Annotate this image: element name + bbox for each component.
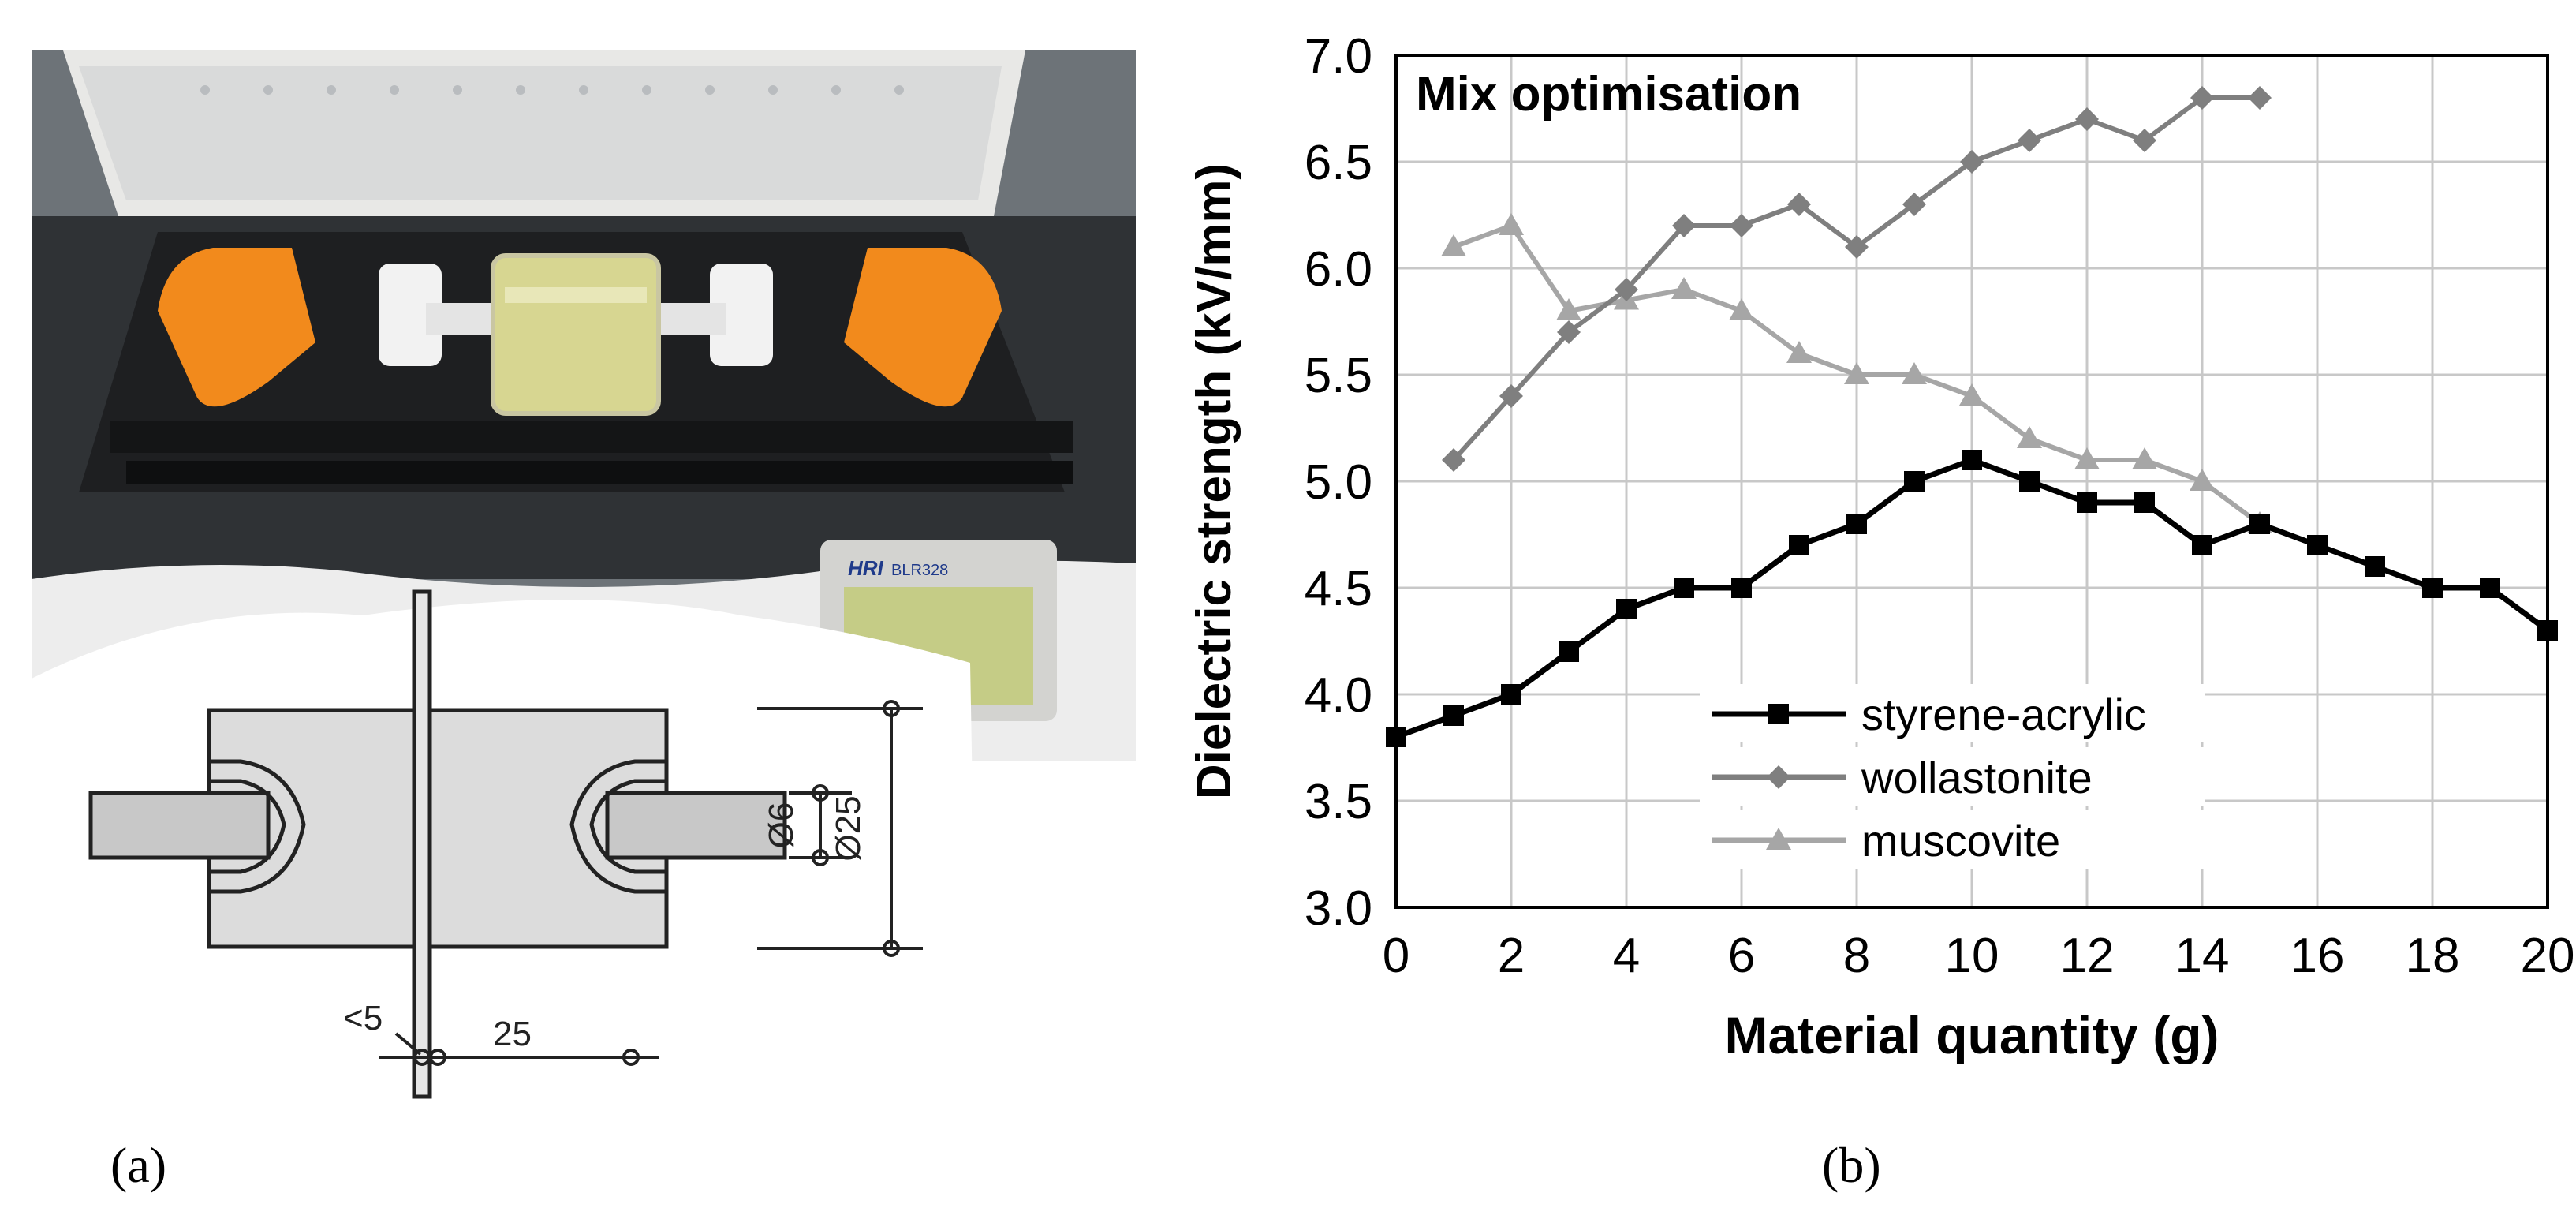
y-tick-label: 6.5 (1305, 136, 1372, 190)
data-point-styrene-acrylic (1386, 727, 1406, 747)
plot-frame (1394, 54, 2549, 909)
outer-diameter-label: Ø25 (829, 795, 868, 861)
data-point-muscovite (1729, 298, 1754, 320)
data-point-wollastonite (2133, 129, 2156, 152)
data-point-muscovite (1902, 362, 1927, 384)
legend-marker-wollastonite (1767, 765, 1790, 789)
data-point-styrene-acrylic (1616, 599, 1637, 619)
y-tick-label: 6.0 (1305, 242, 1372, 297)
data-point-muscovite (2074, 447, 2100, 469)
data-point-wollastonite (2075, 107, 2099, 131)
data-point-wollastonite (1615, 278, 1638, 301)
data-point-wollastonite (1787, 193, 1811, 216)
data-point-styrene-acrylic (2537, 620, 2558, 641)
x-tick-label: 6 (1728, 929, 1755, 983)
data-point-styrene-acrylic (1674, 578, 1694, 598)
series-styrene-acrylic (1386, 450, 2558, 747)
y-tick-label: 3.5 (1305, 775, 1372, 829)
data-point-styrene-acrylic (1962, 450, 1982, 470)
series-layer (1386, 86, 2558, 747)
y-tick-label: 5.0 (1305, 455, 1372, 510)
data-point-wollastonite (2248, 86, 2272, 110)
x-tick-label: 8 (1843, 929, 1870, 983)
device-brand: HRI (848, 556, 884, 580)
panel-b-label: (b) (1822, 1137, 1881, 1193)
x-tick-label: 0 (1383, 929, 1409, 983)
data-point-muscovite (1844, 362, 1869, 384)
right-electrode (605, 791, 787, 860)
electrode-cell-diagram: Ø6 Ø25 <5 25 (32, 589, 978, 1105)
data-point-styrene-acrylic (2019, 471, 2040, 492)
data-point-muscovite (2132, 447, 2157, 469)
data-point-muscovite (2190, 469, 2215, 491)
gap-label: <5 (343, 999, 383, 1038)
data-point-wollastonite (1730, 214, 1753, 237)
x-tick-label: 2 (1498, 929, 1525, 983)
x-tick-label: 12 (2060, 929, 2115, 983)
legend-marker-muscovite (1766, 828, 1791, 850)
probe-rod (412, 589, 432, 1099)
device-model: BLR328 (891, 562, 948, 579)
data-point-wollastonite (1672, 214, 1696, 237)
x-tick-label: 20 (2521, 929, 2575, 983)
tick-labels: 0 2 4 6 8 10 12 14 16 18 20 3.0 3.5 4.0 4.5 5.0 5.5 6.0 6.… (1305, 29, 2575, 983)
data-point-styrene-acrylic (1846, 514, 1867, 534)
x-axis-label: Material quantity (g) (1724, 1006, 2219, 1064)
cell-body (207, 708, 669, 949)
left-electrode (88, 791, 271, 860)
x-tick-label: 18 (2406, 929, 2460, 983)
x-tick-label: 16 (2290, 929, 2345, 983)
panel-a-label: (a) (110, 1137, 167, 1193)
y-tick-label: 5.5 (1305, 349, 1372, 403)
data-point-styrene-acrylic (1443, 705, 1464, 726)
y-tick-label: 4.5 (1305, 562, 1372, 616)
legend-label-wollastonite: wollastonite (1861, 753, 2093, 802)
legend-label-styrene-acrylic: styrene-acrylic (1861, 690, 2146, 739)
data-point-wollastonite (1845, 235, 1869, 259)
dielectric-strength-chart: 0 2 4 6 8 10 12 14 16 18 20 3.0 3.5 4.0 4.5 5.0 5.5 6.0 6.… (1187, 29, 2575, 1064)
test-cell-photo: HRI BLR328 (32, 50, 1136, 761)
inner-diameter-label: Ø6 (762, 802, 801, 849)
data-point-styrene-acrylic (2480, 578, 2500, 598)
data-point-muscovite (1441, 234, 1466, 256)
x-tick-label: 14 (2175, 929, 2230, 983)
series-wollastonite (1442, 86, 2272, 472)
data-point-wollastonite (1499, 384, 1523, 408)
data-point-styrene-acrylic (2077, 492, 2097, 513)
data-point-styrene-acrylic (2365, 556, 2385, 577)
data-point-styrene-acrylic (1501, 684, 1521, 705)
data-point-muscovite (1671, 277, 1697, 299)
legend-label-muscovite: muscovite (1861, 816, 2060, 866)
data-point-styrene-acrylic (2422, 578, 2443, 598)
data-point-muscovite (1959, 383, 1984, 406)
data-point-wollastonite (2018, 129, 2041, 152)
legend-marker-styrene-acrylic (1768, 704, 1789, 724)
chart-title: Mix optimisation (1416, 67, 1801, 122)
data-point-wollastonite (1902, 193, 1926, 216)
data-point-wollastonite (1442, 448, 1465, 472)
spacing-label: 25 (493, 1015, 532, 1053)
x-tick-label: 10 (1945, 929, 1999, 983)
data-point-styrene-acrylic (1731, 578, 1752, 598)
data-point-styrene-acrylic (1559, 641, 1579, 662)
data-point-wollastonite (2190, 86, 2214, 110)
data-point-wollastonite (1960, 150, 1984, 174)
data-point-styrene-acrylic (2134, 492, 2155, 513)
data-point-styrene-acrylic (2307, 535, 2328, 555)
data-point-muscovite (1556, 298, 1581, 320)
data-point-styrene-acrylic (1904, 471, 1925, 492)
y-tick-label: 3.0 (1305, 881, 1372, 936)
x-tick-label: 4 (1613, 929, 1640, 983)
legend: styrene-acrylic wollastonite muscovite (1700, 684, 2205, 869)
data-point-muscovite (1499, 213, 1524, 235)
data-point-muscovite (1786, 341, 1812, 363)
y-axis-label: Dielectric strength (kV/mm) (1187, 163, 1241, 799)
y-tick-label: 7.0 (1305, 29, 1372, 84)
data-point-styrene-acrylic (2192, 535, 2212, 555)
data-point-styrene-acrylic (1789, 535, 1809, 555)
data-point-styrene-acrylic (2249, 514, 2270, 534)
data-point-wollastonite (1557, 320, 1581, 344)
data-point-muscovite (2017, 426, 2042, 448)
y-tick-label: 4.0 (1305, 668, 1372, 723)
